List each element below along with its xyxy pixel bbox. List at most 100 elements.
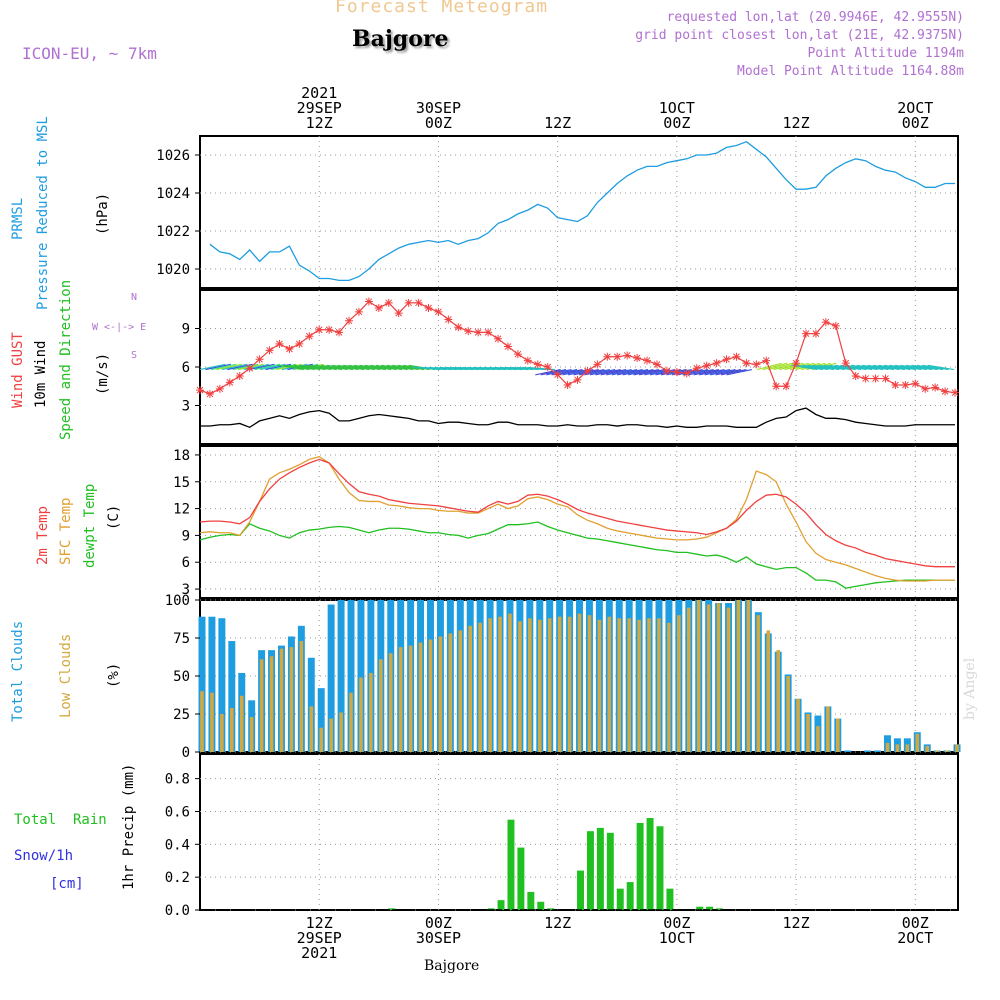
wind-direction-arrow xyxy=(259,363,286,371)
wind-direction-arrow xyxy=(905,364,933,371)
low-cloud-bar xyxy=(597,619,602,752)
snow-legend: Snow/1h xyxy=(14,848,73,864)
gust-marker xyxy=(652,360,661,369)
gust-marker xyxy=(811,329,820,338)
wind-direction-arrow xyxy=(840,364,867,371)
wind-direction-arrow xyxy=(720,369,747,376)
low-cloud-bar xyxy=(200,691,204,752)
wind-direction-arrow xyxy=(726,369,752,376)
ytick-label-clouds: 50 xyxy=(173,669,190,685)
dewpoint-line xyxy=(199,521,956,589)
wind-direction-arrow xyxy=(845,364,873,371)
gust-marker xyxy=(205,389,214,398)
low-cloud-bar xyxy=(905,744,910,752)
gust-marker xyxy=(692,364,701,373)
low-cloud-bar xyxy=(220,714,224,752)
gust-marker xyxy=(295,339,304,348)
gust-marker xyxy=(225,378,234,387)
top-time-label: 12Z xyxy=(544,114,571,132)
location-name: Bajgore xyxy=(352,26,449,52)
wind-direction-arrow xyxy=(282,364,310,371)
low-cloud-bar xyxy=(498,616,502,752)
compass-north: N xyxy=(131,292,137,303)
temp-legend: 2m Temp SFC Temp dewpt Temp (C) xyxy=(35,484,122,568)
clouds-unit: (%) xyxy=(106,663,122,688)
gust-marker xyxy=(742,359,751,368)
clouds-legend: Total Clouds Low Clouds (%) xyxy=(10,621,122,722)
gust-marker xyxy=(384,298,393,307)
gust-marker xyxy=(484,328,493,337)
low-cloud-bar xyxy=(547,618,552,752)
total-cloud-bar xyxy=(337,600,345,752)
rain-bar xyxy=(626,882,634,910)
gust-marker xyxy=(523,356,532,365)
gust-marker xyxy=(444,315,453,324)
top-time-label: 2021 xyxy=(301,84,337,102)
low-cloud-bar xyxy=(557,616,562,752)
low-cloud-bar xyxy=(398,647,403,752)
gust-marker xyxy=(821,318,830,327)
top-time-label: 2OCT xyxy=(897,99,933,117)
top-time-label: 00Z xyxy=(663,114,690,132)
total-cloud-bar xyxy=(218,618,226,752)
footer-location: Bajgore xyxy=(424,958,480,974)
gust-marker xyxy=(255,355,264,364)
info-grid-point: grid point closest lon,lat (21E, 42.9375… xyxy=(635,28,964,43)
rain-bar xyxy=(666,888,674,910)
gust-marker xyxy=(325,325,334,334)
low-cloud-bar xyxy=(289,647,294,752)
wind-direction-arrow xyxy=(617,369,643,376)
gust-marker xyxy=(802,329,811,338)
wind-direction-arrow xyxy=(392,364,419,371)
wind10-legend: 10m Wind xyxy=(33,341,49,408)
wind-direction-arrow xyxy=(834,364,862,371)
gust-marker xyxy=(623,351,632,360)
ytick-label-wind: 9 xyxy=(182,322,190,338)
gust-marker xyxy=(265,346,274,355)
wind-direction-arrow xyxy=(216,363,242,371)
low-cloud-bar xyxy=(895,744,900,752)
low-cloud-bar xyxy=(528,618,532,752)
low-cloud-bar xyxy=(418,642,423,752)
gust-marker xyxy=(404,298,413,307)
low-cloud-bar xyxy=(935,750,939,752)
wind-direction-arrow xyxy=(540,369,567,376)
low-clouds-legend: Low Clouds xyxy=(58,634,74,718)
wind-direction-arrow xyxy=(397,364,425,371)
low-cloud-bar xyxy=(716,603,721,752)
low-cloud-bar xyxy=(696,600,701,752)
wind-direction-arrow xyxy=(205,363,231,371)
low-cloud-bar xyxy=(836,718,840,752)
low-cloud-bar xyxy=(319,727,324,752)
wind-direction-arrow xyxy=(699,369,725,376)
low-cloud-bar xyxy=(359,677,363,752)
low-cloud-bar xyxy=(587,615,592,752)
rain-bar xyxy=(527,891,535,910)
wind-direction-arrow xyxy=(546,369,572,376)
low-cloud-bar xyxy=(647,618,651,752)
ytick-label-temperature: 9 xyxy=(182,528,190,544)
ytick-label-temperature: 3 xyxy=(182,582,190,598)
total-cloud-bar xyxy=(307,657,315,752)
ytick-label-clouds: 0 xyxy=(182,745,190,761)
low-cloud-bar xyxy=(677,615,681,752)
low-cloud-bar xyxy=(637,619,641,752)
ytick-label-wind: 6 xyxy=(182,360,190,376)
wind-direction-arrow xyxy=(622,369,649,376)
gust-marker xyxy=(533,360,542,369)
bottom-time-label: 2021 xyxy=(301,944,337,962)
low-cloud-bar xyxy=(239,695,244,752)
top-time-label: 00Z xyxy=(425,114,452,132)
low-cloud-bar xyxy=(786,676,790,752)
wind-direction-arrow xyxy=(900,364,927,371)
prmsl-unit: (hPa) xyxy=(95,193,111,235)
wind-direction-arrow xyxy=(894,364,922,371)
gust-marker xyxy=(503,342,512,351)
ytick-label-precipitation: 0.6 xyxy=(165,804,190,820)
gust-marker xyxy=(513,350,522,359)
wind-direction-arrow xyxy=(633,369,660,376)
gust-marker xyxy=(891,380,900,389)
wind-direction-arrow xyxy=(628,369,654,376)
wind-direction-arrow xyxy=(265,363,292,371)
